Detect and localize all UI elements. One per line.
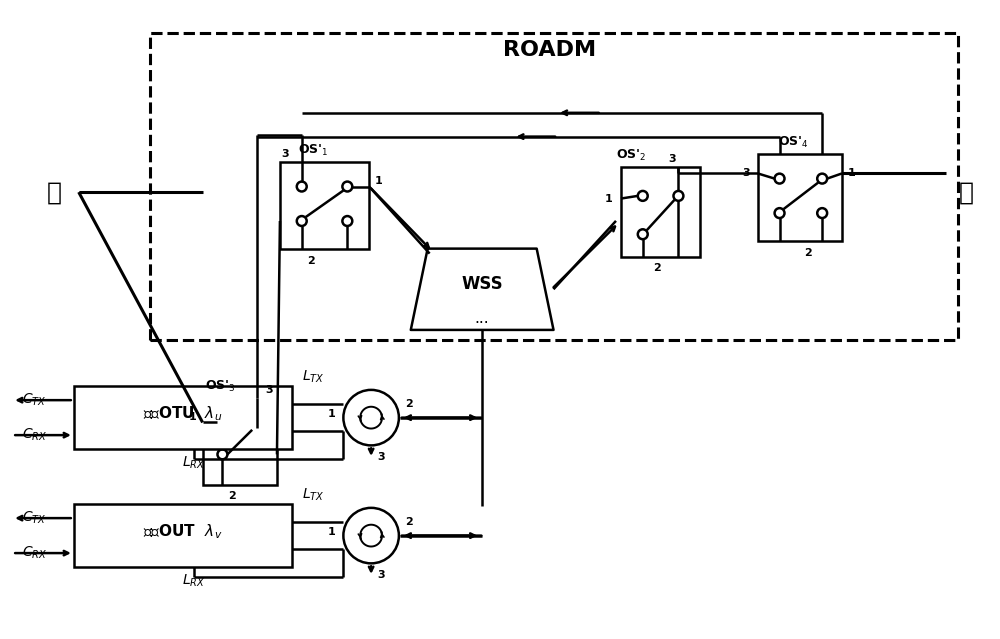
Text: 2: 2: [405, 399, 413, 409]
Circle shape: [775, 174, 785, 183]
Text: 2: 2: [307, 256, 315, 266]
Text: 3: 3: [377, 570, 385, 580]
Circle shape: [673, 191, 683, 201]
Text: $C_{RX}$: $C_{RX}$: [22, 427, 47, 443]
Text: $L_{RX}$: $L_{RX}$: [182, 573, 205, 589]
Bar: [74, 387, 292, 449]
Text: $L_{TX}$: $L_{TX}$: [302, 368, 324, 385]
Text: 西: 西: [46, 180, 61, 204]
Text: 1: 1: [848, 169, 856, 178]
Text: WSS: WSS: [461, 275, 503, 293]
Text: 3: 3: [265, 385, 273, 396]
Circle shape: [297, 216, 307, 226]
Circle shape: [217, 417, 227, 427]
Circle shape: [638, 229, 648, 239]
Bar: [203, 398, 277, 484]
Text: $L_{RX}$: $L_{RX}$: [182, 454, 205, 471]
Circle shape: [217, 449, 227, 459]
Text: ROADM: ROADM: [503, 40, 596, 60]
Circle shape: [342, 216, 352, 226]
Text: 3: 3: [742, 169, 750, 178]
Text: OS'$_1$: OS'$_1$: [298, 143, 328, 158]
Text: 1: 1: [328, 409, 335, 419]
Text: 2: 2: [804, 247, 812, 258]
Circle shape: [817, 174, 827, 183]
Text: OS'$_4$: OS'$_4$: [778, 135, 808, 150]
Text: 3: 3: [377, 452, 385, 462]
Circle shape: [817, 208, 827, 218]
Text: OS'$_2$: OS'$_2$: [616, 148, 646, 163]
Text: 1: 1: [328, 527, 335, 537]
Text: 2: 2: [653, 263, 661, 273]
Text: 1: 1: [605, 194, 613, 204]
Circle shape: [342, 181, 352, 192]
Text: 远端OUT  $\lambda_v$: 远端OUT $\lambda_v$: [143, 522, 223, 541]
Circle shape: [297, 181, 307, 192]
Text: $C_{TX}$: $C_{TX}$: [22, 510, 47, 527]
Text: ...: ...: [475, 311, 489, 325]
Text: 1: 1: [375, 176, 383, 187]
Text: $C_{RX}$: $C_{RX}$: [22, 545, 47, 561]
Bar: [621, 167, 700, 256]
Circle shape: [775, 208, 785, 218]
Text: $C_{TX}$: $C_{TX}$: [22, 392, 47, 408]
Text: $L_{TX}$: $L_{TX}$: [302, 486, 324, 503]
Bar: [280, 162, 369, 249]
Text: 远端OTU  $\lambda_u$: 远端OTU $\lambda_u$: [143, 404, 222, 423]
Circle shape: [252, 428, 262, 438]
Text: 东: 东: [958, 180, 973, 204]
Text: 3: 3: [281, 150, 289, 160]
Circle shape: [638, 191, 648, 201]
Text: 2: 2: [405, 517, 413, 527]
Text: 2: 2: [228, 491, 236, 502]
Bar: [150, 33, 958, 340]
Bar: [758, 155, 842, 241]
Text: 3: 3: [669, 155, 676, 164]
Text: OS'$_3$: OS'$_3$: [205, 379, 235, 394]
Bar: [74, 504, 292, 567]
Text: 1: 1: [189, 412, 197, 422]
